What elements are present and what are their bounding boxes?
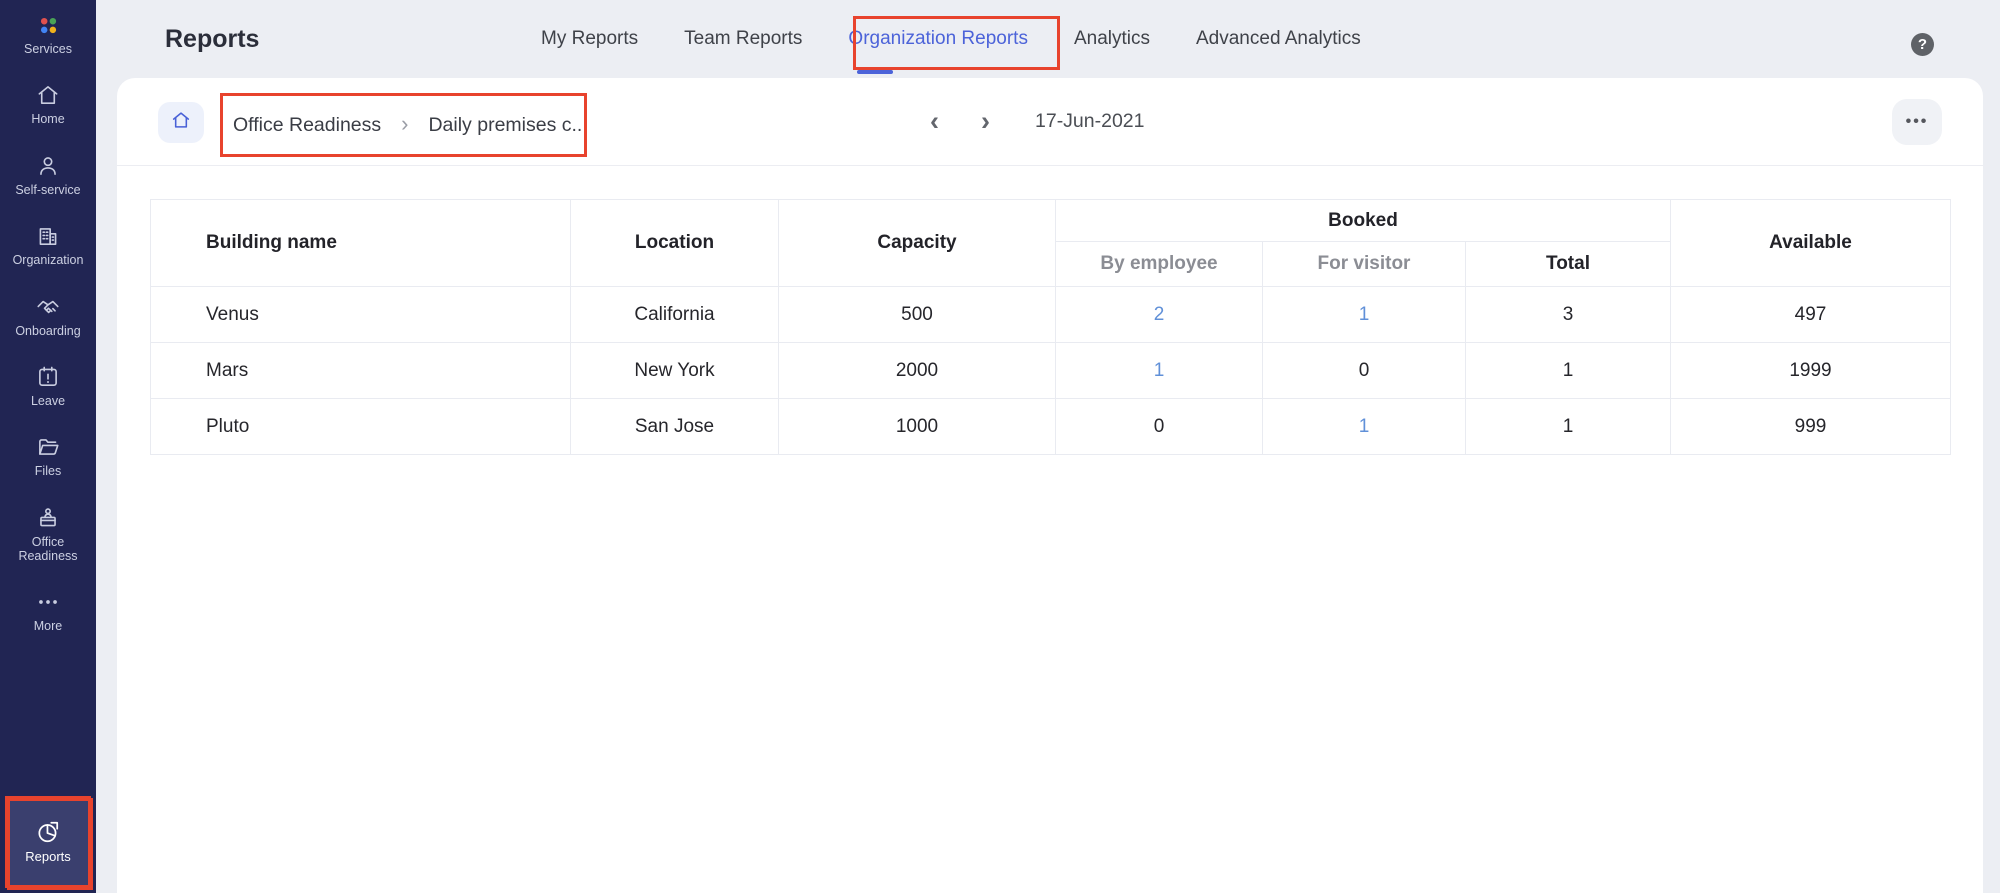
tab-team-reports[interactable]: Team Reports [684, 28, 803, 49]
breadcrumb-parent[interactable]: Office Readiness [233, 113, 382, 136]
sidebar-item-label: Leave [30, 393, 66, 408]
sidebar-item-label: Home [31, 112, 65, 127]
sidebar-item-files[interactable]: Files [35, 434, 61, 478]
building-name-cell: Mars [150, 342, 571, 399]
report-tabs: My Reports Team Reports Organization Rep… [541, 0, 1361, 78]
for-visitor-count-link[interactable]: 1 [1358, 303, 1370, 325]
handshake-icon [35, 294, 61, 320]
table-row-mars: Mars New York 2000 1 0 1 1999 [150, 342, 1951, 399]
sidebar-item-onboarding[interactable]: Onboarding [15, 294, 81, 338]
sidebar-item-label: Self-service [15, 182, 81, 197]
tab-my-reports[interactable]: My Reports [541, 28, 639, 49]
chevron-right-icon: › [401, 110, 409, 136]
desk-person-icon [35, 505, 61, 531]
column-header-available: Available [1670, 199, 1951, 287]
sidebar-item-organization[interactable]: Organization [12, 223, 84, 268]
next-date-button[interactable]: › [981, 106, 990, 136]
person-icon [35, 153, 61, 179]
sidebar-item-label: More [33, 619, 63, 634]
active-tab-indicator [857, 70, 893, 74]
column-header-for-visitor: For visitor [1262, 241, 1466, 287]
sidebar-item-label: Files [34, 464, 62, 479]
by-employee-count-link[interactable]: 2 [1153, 303, 1165, 325]
total-cell: 3 [1465, 286, 1671, 343]
tab-analytics[interactable]: Analytics [1073, 28, 1150, 49]
home-icon [35, 82, 61, 108]
help-icon[interactable]: ? [1911, 33, 1934, 56]
column-header-by-employee: By employee [1055, 241, 1263, 287]
page-title: Reports [165, 24, 260, 53]
capacity-cell: 1000 [778, 398, 1056, 455]
available-cell: 999 [1670, 398, 1951, 455]
sidebar-item-label: Reports [25, 849, 71, 865]
sidebar-item-label: Services [24, 42, 72, 56]
sidebar-item-label: Onboarding [15, 323, 81, 338]
total-cell: 1 [1465, 398, 1671, 455]
column-header-capacity: Capacity [778, 199, 1056, 287]
column-header-building-name: Building name [150, 199, 571, 287]
sidebar: Services Home Self-service [0, 0, 96, 893]
report-toolbar: Office Readiness › Daily premises c.. ‹ … [117, 78, 1983, 166]
column-header-location: Location [570, 199, 779, 287]
column-header-total: Total [1465, 241, 1671, 287]
table-row-venus: Venus California 500 2 1 3 497 [150, 286, 1951, 343]
column-header-booked: Booked [1055, 199, 1671, 242]
calendar-alert-icon [35, 364, 61, 390]
services-grid-icon [35, 12, 61, 38]
premises-capacity-table: Building name Location Capacity Booked A… [150, 199, 1951, 455]
breadcrumb-home-button[interactable] [158, 102, 204, 143]
sidebar-item-services[interactable]: Services [24, 12, 72, 56]
annotation-box-breadcrumb: Office Readiness › Daily premises c.. [220, 93, 587, 157]
building-icon [35, 223, 61, 249]
building-name-cell: Venus [150, 286, 571, 343]
sidebar-item-label: Office Readiness [18, 534, 78, 563]
by-employee-count-link[interactable]: 1 [1153, 359, 1165, 381]
location-cell: New York [570, 342, 779, 399]
content-panel: Office Readiness › Daily premises c.. ‹ … [117, 78, 1983, 893]
tab-advanced-analytics[interactable]: Advanced Analytics [1196, 28, 1361, 49]
by-employee-count-cell: 0 [1055, 398, 1263, 455]
previous-date-button[interactable]: ‹ [930, 106, 939, 136]
total-cell: 1 [1465, 342, 1671, 399]
location-cell: San Jose [570, 398, 779, 455]
pie-chart-icon [35, 819, 61, 845]
folder-icon [35, 434, 61, 460]
location-cell: California [570, 286, 779, 343]
available-cell: 1999 [1670, 342, 1951, 399]
home-icon [170, 109, 192, 136]
sidebar-item-home[interactable]: Home [31, 82, 65, 127]
report-table-container: Building name Location Capacity Booked A… [117, 166, 1983, 455]
tab-organization-reports[interactable]: Organization Reports [848, 28, 1028, 49]
capacity-cell: 500 [778, 286, 1056, 343]
breadcrumb-current[interactable]: Daily premises c.. [428, 113, 583, 136]
sidebar-item-leave[interactable]: Leave [31, 364, 65, 408]
for-visitor-count-link[interactable]: 1 [1358, 415, 1370, 437]
table-row-pluto: Pluto San Jose 1000 0 1 1 999 [150, 398, 1951, 455]
available-cell: 497 [1670, 286, 1951, 343]
topbar: Reports My Reports Team Reports Organiza… [96, 0, 2000, 78]
capacity-cell: 2000 [778, 342, 1056, 399]
sidebar-item-label: Organization [12, 253, 84, 268]
sidebar-item-self-service[interactable]: Self-service [15, 153, 81, 197]
sidebar-item-reports[interactable]: Reports [5, 796, 91, 888]
more-options-button[interactable]: ••• [1892, 99, 1942, 145]
for-visitor-count-cell: 0 [1262, 342, 1466, 399]
report-date: 17-Jun-2021 [1035, 110, 1145, 132]
ellipsis-icon [35, 589, 61, 615]
sidebar-item-office-readiness[interactable]: Office Readiness [4, 505, 92, 564]
sidebar-item-more[interactable]: More [34, 589, 62, 633]
building-name-cell: Pluto [150, 398, 571, 455]
